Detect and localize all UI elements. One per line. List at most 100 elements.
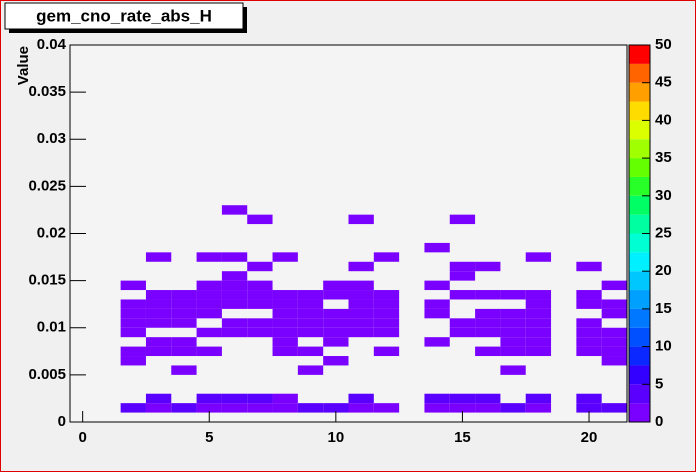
cell [475, 403, 501, 413]
cell [576, 403, 602, 413]
cell [500, 318, 526, 328]
cell [323, 318, 349, 328]
colorbar-band [629, 327, 650, 347]
cell [120, 356, 146, 366]
cell [196, 290, 222, 300]
cell [196, 252, 222, 262]
cell [171, 403, 197, 413]
cell [373, 299, 400, 309]
cell [145, 290, 172, 300]
title-box [4, 2, 244, 30]
cell [247, 261, 273, 272]
cell [348, 299, 374, 309]
cell [171, 308, 197, 319]
cell [272, 290, 298, 300]
z-tick-label: 40 [655, 111, 672, 128]
cell [145, 299, 172, 309]
cell [171, 365, 197, 375]
cell [424, 393, 450, 404]
cell [196, 308, 222, 319]
y-tick-label: 0.015 [28, 272, 66, 289]
z-tick-label: 30 [655, 187, 672, 204]
cell [171, 290, 197, 300]
cell [373, 308, 400, 319]
cell [323, 403, 349, 413]
cell [601, 299, 627, 309]
cell [500, 327, 526, 338]
cell [145, 403, 172, 413]
cell [221, 299, 248, 309]
cell [221, 290, 248, 300]
cell [373, 318, 400, 328]
cell [601, 356, 627, 366]
cell [348, 214, 374, 225]
cell [297, 365, 324, 375]
cell [475, 290, 501, 300]
cell [145, 252, 172, 262]
cell [196, 403, 222, 413]
cell [601, 403, 627, 413]
colorbar-band [629, 139, 650, 159]
cell [373, 403, 400, 413]
cell [373, 290, 400, 300]
cell [221, 280, 248, 291]
cell [475, 393, 501, 404]
cell [525, 299, 552, 309]
cell [221, 252, 248, 262]
cell [247, 403, 273, 413]
cell [525, 290, 552, 300]
cell [348, 308, 374, 319]
cell [348, 403, 374, 413]
cell [247, 318, 273, 328]
colorbar-band [629, 176, 650, 196]
cell [449, 290, 476, 300]
cell [525, 318, 552, 328]
cell [221, 318, 248, 328]
cell [196, 280, 222, 291]
cell [323, 356, 349, 366]
cell [576, 261, 602, 272]
plot-area [70, 45, 627, 422]
cell [297, 299, 324, 309]
z-tick-label: 50 [655, 36, 672, 53]
cell [171, 346, 197, 357]
cell [247, 280, 273, 291]
cell [373, 346, 400, 357]
cell [221, 403, 248, 413]
cell [323, 280, 349, 291]
cell [247, 290, 273, 300]
cell [348, 290, 374, 300]
colorbar-band [629, 346, 650, 366]
cell [424, 403, 450, 413]
cell [449, 261, 476, 272]
cell [145, 308, 172, 319]
cell [297, 403, 324, 413]
cell [525, 393, 552, 404]
cell [297, 318, 324, 328]
cell [500, 337, 526, 347]
cell [272, 318, 298, 328]
cell [449, 318, 476, 328]
cell [601, 308, 627, 319]
cell [120, 308, 146, 319]
colorbar-band [629, 63, 650, 83]
cell [525, 337, 552, 347]
cell [348, 393, 374, 404]
y-tick-label: 0.01 [37, 319, 66, 336]
cell [120, 327, 146, 338]
cell [576, 318, 602, 328]
y-tick-label: 0.005 [28, 366, 66, 383]
cell [373, 252, 400, 262]
cell [348, 261, 374, 272]
x-tick-label: 20 [581, 429, 598, 446]
cell [145, 318, 172, 328]
colorbar-band [629, 195, 650, 215]
cell [221, 327, 248, 338]
cell [424, 280, 450, 291]
colorbar-band [629, 365, 650, 385]
y-tick-label: 0.035 [28, 83, 66, 100]
cell [525, 327, 552, 338]
colorbar-band [629, 214, 650, 234]
colorbar-band [629, 45, 650, 64]
cell [348, 318, 374, 328]
